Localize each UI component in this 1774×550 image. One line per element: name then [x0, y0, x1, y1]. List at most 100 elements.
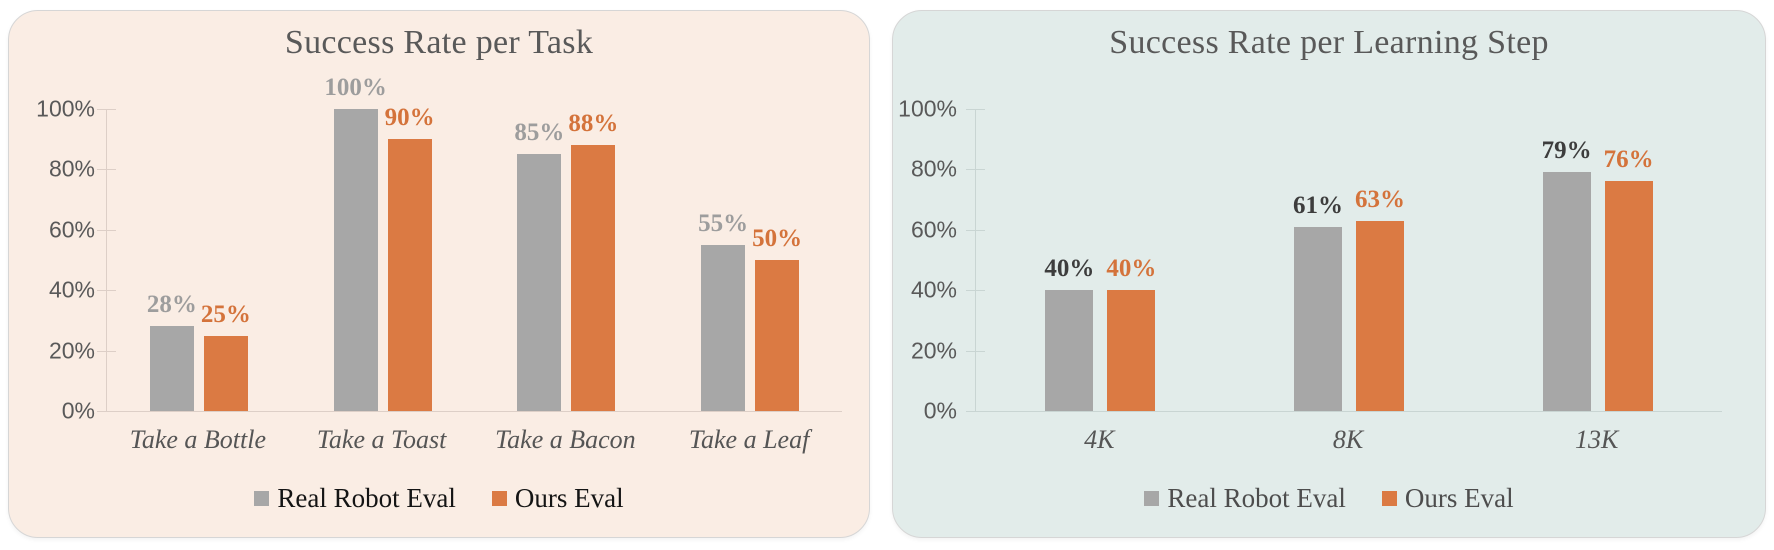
x-axis: Take a Bottle Take a Toast Take a Bacon Tak…	[106, 425, 841, 459]
y-axis-tick	[97, 169, 116, 171]
legend-label: Ours Eval	[1404, 483, 1514, 513]
ours-eval-bar	[387, 139, 432, 411]
ours-eval-bar	[755, 260, 800, 411]
real-robot-eval-bar	[1542, 172, 1591, 411]
y-axis-tick-label: 20%	[910, 337, 957, 364]
bar: 100%	[324, 74, 387, 411]
bar-value-label: 61%	[1292, 191, 1343, 219]
y-axis-tick	[966, 169, 985, 171]
y-axis-tick-label: 0%	[61, 397, 95, 424]
bar: 28%	[147, 291, 197, 411]
x-axis-category-label: Take a Toast	[316, 425, 447, 454]
bar-value-label: 90%	[384, 104, 435, 132]
plot-area: 40% 40% 61% 63% 79% 76%	[966, 109, 1722, 412]
bar: 55%	[698, 210, 748, 411]
y-axis-tick	[97, 290, 116, 292]
real-robot-eval-bar	[517, 154, 562, 411]
bar: 40%	[1044, 255, 1094, 411]
x-axis-category-label: 4K	[1084, 425, 1115, 454]
bar-value-label: 40%	[1044, 255, 1095, 283]
legend: Real Robot Eval Ours Eval	[9, 483, 869, 514]
legend-item-ours-eval: Ours Eval	[491, 483, 624, 514]
bar-group: 85% 88%	[475, 109, 659, 411]
y-axis-tick	[97, 411, 116, 412]
x-axis-category-label: Take a Leaf	[688, 425, 810, 454]
bar: 61%	[1293, 192, 1343, 411]
task-chart-panel: Success Rate per Task 100% 80% 60% 40% 20% 0%…	[8, 10, 870, 538]
legend-item-real-robot-eval: Real Robot Eval	[1144, 483, 1346, 514]
legend-swatch-icon	[254, 491, 270, 506]
plot-area: 28% 25% 100% 90% 85% 88% 55% 50%	[97, 74, 842, 412]
x-axis-category-label: 13K	[1574, 425, 1619, 454]
learning-step-chart-panel: Success Rate per Learning Step 100% 80% 60…	[892, 10, 1766, 538]
bar: 85%	[514, 119, 564, 411]
bar: 79%	[1542, 137, 1592, 411]
legend-swatch-icon	[1381, 491, 1397, 506]
y-axis-tick-label: 100%	[36, 95, 95, 122]
bar-group: 79% 76%	[1473, 109, 1722, 411]
y-axis-tick	[966, 290, 985, 292]
y-axis-tick	[97, 109, 116, 110]
y-axis-tick-label: 40%	[48, 276, 95, 303]
ours-eval-bar	[571, 145, 616, 411]
y-axis: 100% 80% 60% 40% 20% 0%	[893, 96, 957, 424]
bar-value-label: 55%	[698, 209, 749, 237]
real-robot-eval-bar	[1045, 290, 1094, 411]
bar-value-label: 76%	[1603, 146, 1654, 174]
bar: 76%	[1604, 146, 1654, 411]
bar-group: 40% 40%	[976, 109, 1225, 411]
y-axis-tick	[966, 109, 985, 110]
bar: 90%	[385, 104, 435, 411]
y-axis-tick	[966, 229, 985, 231]
x-axis-category-label: Take a Bacon	[495, 425, 636, 454]
chart-title: Success Rate per Learning Step	[1109, 24, 1549, 61]
bar: 40%	[1106, 255, 1156, 411]
x-axis: 4K 8K 13K	[975, 425, 1721, 459]
legend-label: Ours Eval	[514, 483, 624, 513]
bar: 50%	[752, 225, 802, 411]
y-axis-tick-label: 80%	[48, 155, 95, 182]
y-axis-tick-label: 100%	[898, 95, 957, 122]
y-axis-tick	[97, 350, 116, 352]
bar: 88%	[568, 110, 618, 411]
bar-value-label: 85%	[514, 119, 565, 147]
y-axis-tick	[966, 411, 985, 412]
bar-value-label: 88%	[568, 110, 619, 138]
x-axis-category-label: 8K	[1332, 425, 1364, 454]
bar-value-label: 100%	[324, 74, 387, 101]
bar-value-label: 25%	[200, 300, 251, 328]
bar-value-label: 50%	[752, 225, 803, 252]
y-axis-tick-label: 0%	[923, 397, 957, 424]
y-axis: 100% 80% 60% 40% 20% 0%	[9, 96, 95, 424]
ours-eval-bar	[1604, 181, 1653, 411]
bar: 63%	[1355, 186, 1405, 411]
bar-group: 61% 63%	[1225, 109, 1474, 411]
y-axis-tick-label: 40%	[910, 276, 957, 303]
bar-group: 100% 90%	[291, 74, 475, 411]
legend-swatch-icon	[1144, 491, 1160, 506]
bar-value-label: 63%	[1354, 185, 1405, 213]
legend-item-real-robot-eval: Real Robot Eval	[254, 483, 456, 514]
bar-value-label: 28%	[146, 291, 197, 319]
bar-group: 55% 50%	[658, 109, 842, 411]
real-robot-eval-bar	[1293, 226, 1342, 411]
legend-label: Real Robot Eval	[277, 483, 456, 513]
chart-title: Success Rate per Task	[284, 24, 594, 61]
legend-item-ours-eval: Ours Eval	[1381, 483, 1514, 514]
bar-value-label: 79%	[1541, 137, 1592, 165]
y-axis-tick-label: 20%	[48, 337, 95, 364]
bar-value-label: 40%	[1106, 255, 1157, 283]
y-axis-tick-label: 80%	[910, 155, 957, 182]
legend-label: Real Robot Eval	[1167, 483, 1346, 513]
real-robot-eval-bar	[701, 244, 746, 411]
y-axis-tick-label: 60%	[48, 216, 95, 243]
legend: Real Robot Eval Ours Eval	[893, 483, 1765, 514]
legend-swatch-icon	[491, 491, 507, 506]
ours-eval-bar	[1107, 290, 1156, 411]
real-robot-eval-bar	[333, 109, 378, 411]
x-axis-category-label: Take a Bottle	[129, 425, 266, 454]
y-axis-tick	[966, 350, 985, 352]
y-axis-tick	[97, 229, 116, 231]
real-robot-eval-bar	[149, 326, 194, 411]
